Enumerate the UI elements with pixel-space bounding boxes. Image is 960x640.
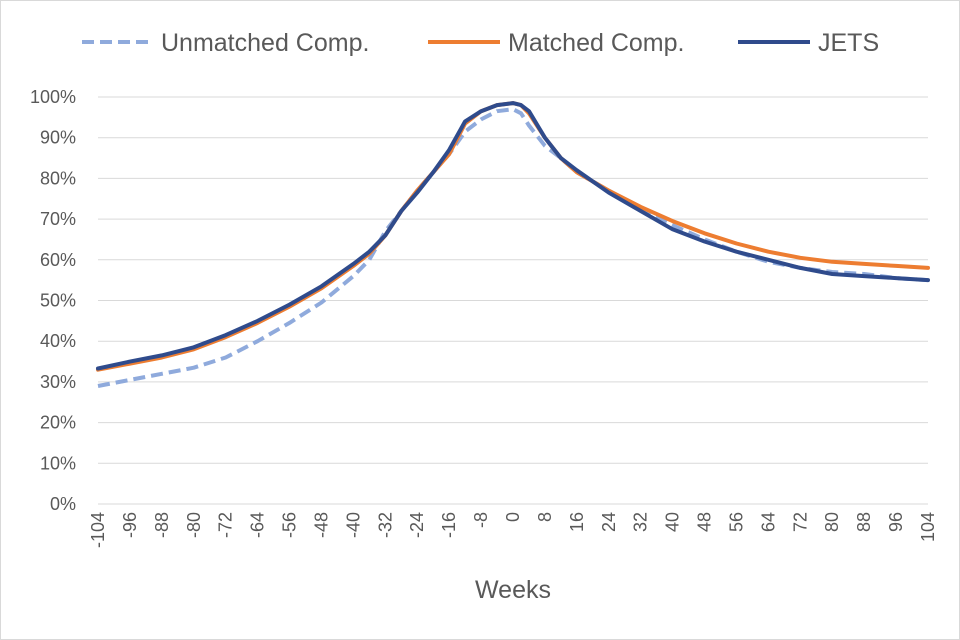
legend-label-0: Unmatched Comp. (161, 29, 369, 57)
x-tick-label: -56 (280, 512, 300, 538)
y-tick-label: 10% (40, 453, 76, 473)
x-tick-label: -80 (184, 512, 204, 538)
legend-label-2: JETS (818, 29, 879, 57)
x-tick-label: 80 (822, 512, 842, 532)
series-line-2 (96, 101, 930, 371)
gridlines (98, 96, 928, 464)
y-tick-label: 40% (40, 331, 76, 351)
y-tick-label: 100% (30, 87, 76, 107)
x-tick-label: 32 (631, 512, 651, 532)
x-tick-label: 56 (726, 512, 746, 532)
x-tick-label: -8 (471, 512, 491, 528)
y-tick-label: 20% (40, 413, 76, 433)
y-tick-label: 60% (40, 250, 76, 270)
y-tick-label: 0% (50, 494, 76, 514)
x-tick-label: 8 (535, 512, 555, 522)
x-axis-ticks: -104 -96 -88 -80 -72 -64 -56 -48 -40 -32 -24 -16 -8 0… (88, 512, 938, 548)
series-line-0 (97, 107, 929, 388)
x-tick-label: -96 (120, 512, 140, 538)
y-tick-label: 80% (40, 168, 76, 188)
x-tick-label: -40 (343, 512, 363, 538)
x-tick-label: 88 (854, 512, 874, 532)
y-tick-label: 30% (40, 372, 76, 392)
y-tick-label: 70% (40, 209, 76, 229)
x-tick-label: -16 (439, 512, 459, 538)
x-tick-label: 24 (599, 512, 619, 532)
x-axis-title: Weeks (475, 576, 551, 604)
series-line-1 (96, 101, 930, 372)
x-tick-label: -64 (248, 512, 268, 538)
x-tick-label: -88 (152, 512, 172, 538)
x-tick-label: 0 (503, 512, 523, 522)
x-tick-label: -32 (375, 512, 395, 538)
y-tick-label: 90% (40, 128, 76, 148)
x-tick-label: 48 (695, 512, 715, 532)
x-tick-label: 72 (790, 512, 810, 532)
x-tick-label: 16 (567, 512, 587, 532)
x-tick-label: -24 (407, 512, 427, 538)
legend: Unmatched Comp. Matched Comp. JETS (82, 29, 879, 57)
y-tick-label: 50% (40, 291, 76, 311)
x-tick-label: 104 (918, 512, 938, 542)
legend-label-1: Matched Comp. (508, 29, 684, 57)
x-tick-label: 64 (758, 512, 778, 532)
x-tick-label: -72 (216, 512, 236, 538)
x-tick-label: 96 (886, 512, 906, 532)
x-tick-label: -104 (88, 512, 108, 548)
x-tick-label: -48 (311, 512, 331, 538)
y-axis-ticks: 0% 10% 20% 30% 40% 50% 60% 70% 80% 90% 100% (30, 87, 76, 514)
series-lines (96, 101, 930, 388)
x-tick-label: 40 (663, 512, 683, 532)
